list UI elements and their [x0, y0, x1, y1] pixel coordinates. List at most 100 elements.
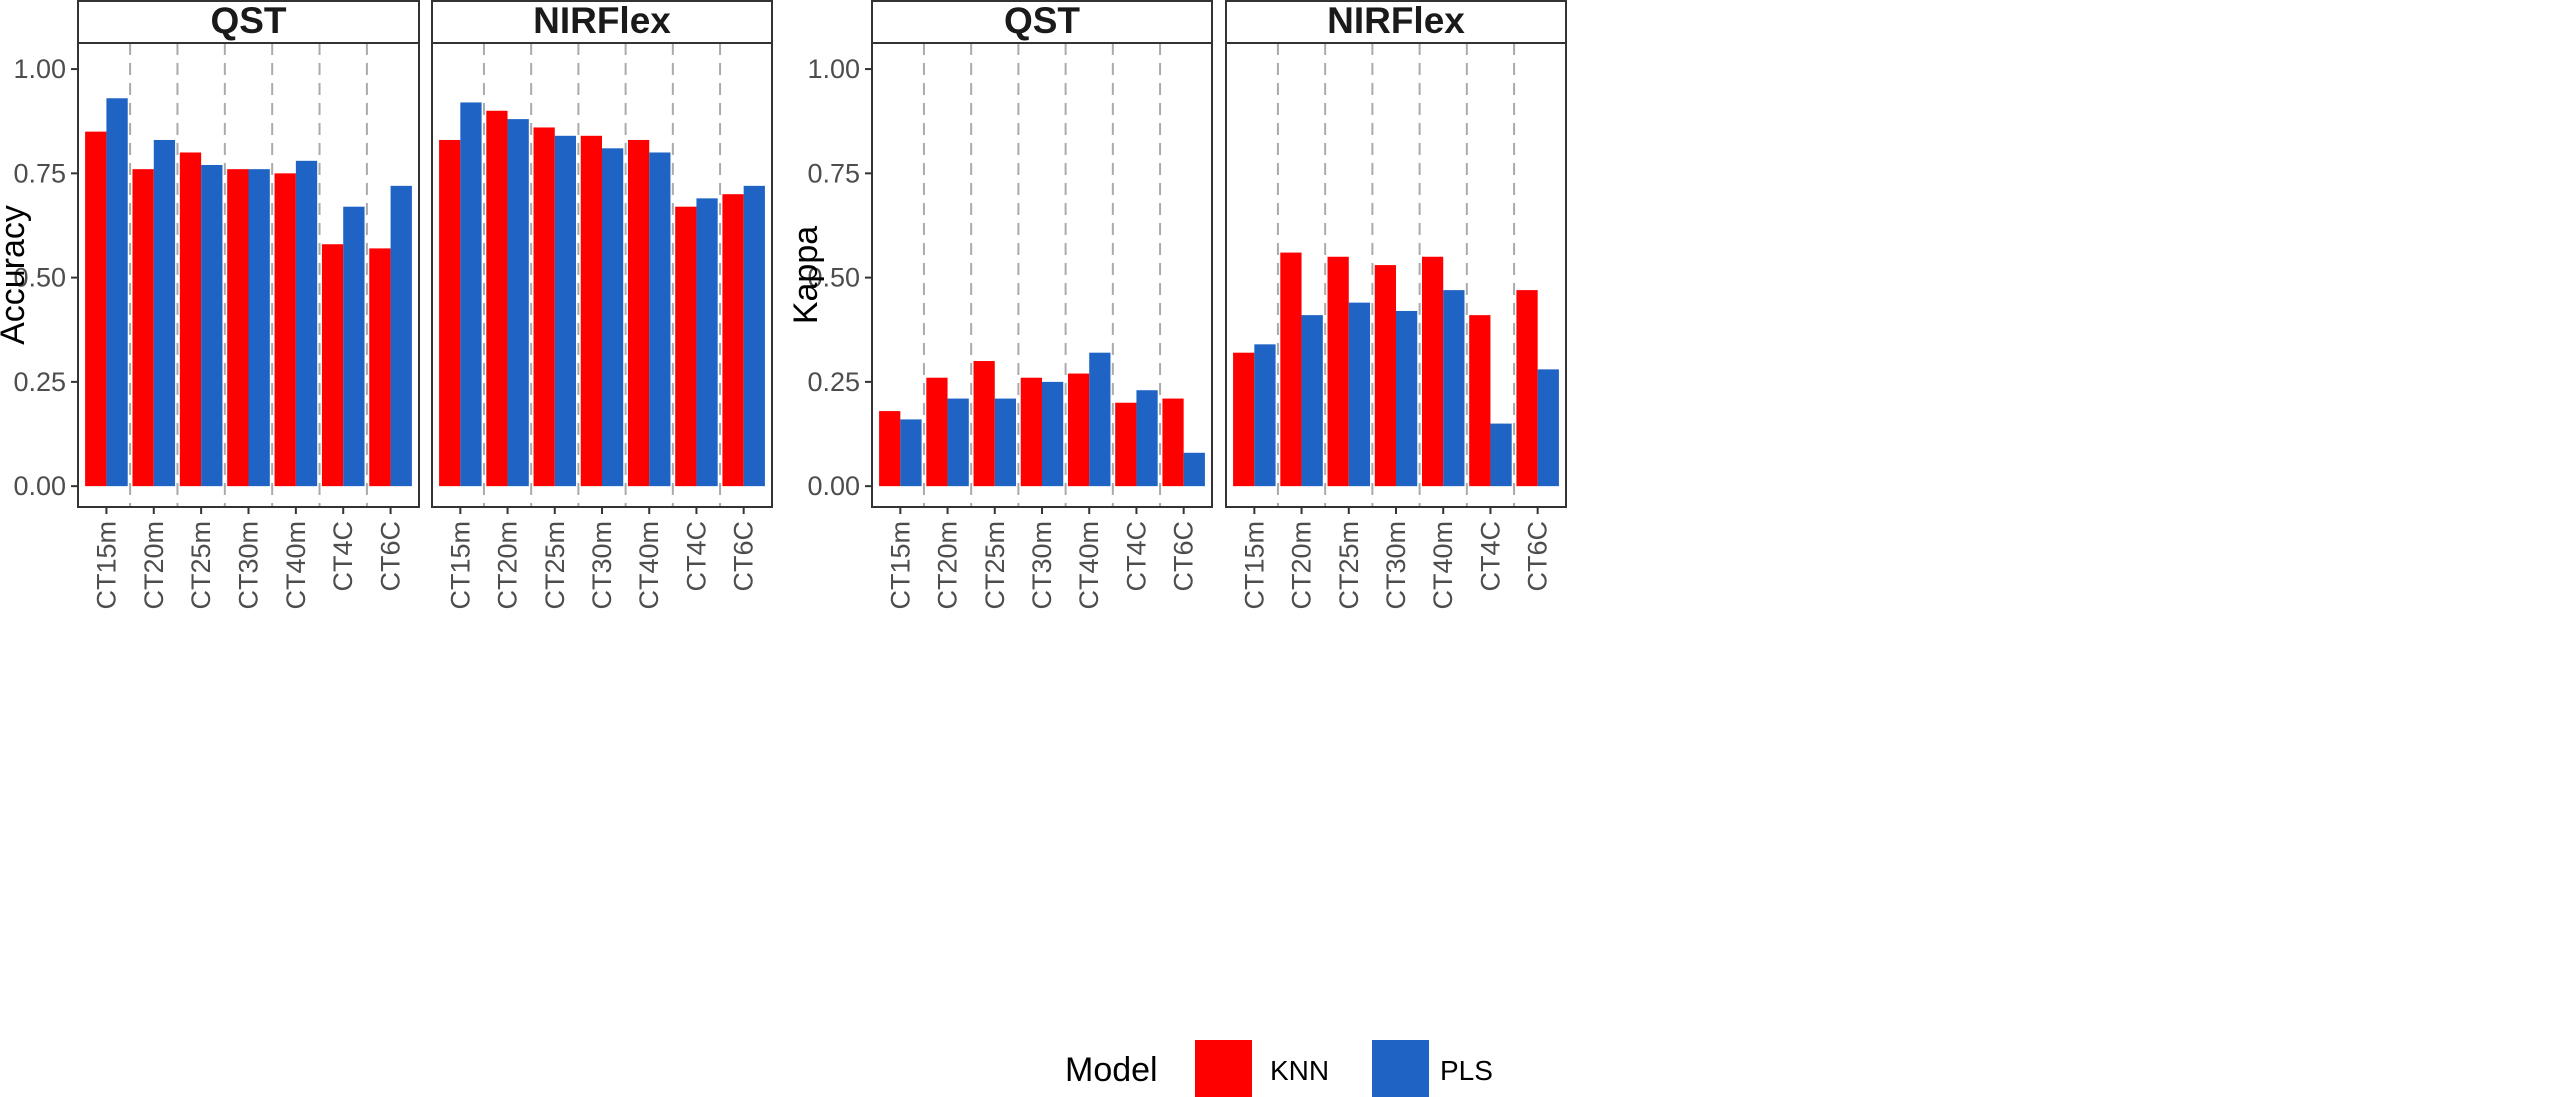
- bar-pls-ct4c: [1490, 423, 1512, 487]
- bar-knn-ct40m: [1067, 373, 1090, 487]
- y-axis-title: Kappa: [787, 226, 825, 324]
- bar-knn-ct6c: [1516, 290, 1538, 487]
- x-tick-label: CT40m: [1074, 521, 1104, 610]
- x-tick-label: CT20m: [933, 521, 963, 610]
- bar-knn-ct15m: [439, 139, 461, 487]
- legend-key-pls: [1372, 1040, 1429, 1097]
- x-tick-label: CT30m: [1027, 521, 1057, 610]
- x-tick-label: CT15m: [885, 521, 915, 610]
- bar-pls-ct40m: [1089, 352, 1111, 487]
- bar-knn-ct40m: [627, 139, 650, 487]
- facet-title: NIRFlex: [1327, 0, 1465, 41]
- bar-knn-ct15m: [1233, 352, 1255, 487]
- bar-knn-ct30m: [227, 169, 249, 487]
- facet-panel-qst: QST CT15m CT20m CT25m CT30m CT40m CT4C CT6C: [871, 0, 1213, 610]
- bar-knn-ct30m: [1020, 377, 1042, 487]
- legend-label-knn: KNN: [1270, 1055, 1329, 1086]
- bar-pls-ct6c: [743, 185, 765, 487]
- bar-pls-ct25m: [994, 398, 1017, 487]
- bar-knn-ct25m: [533, 127, 555, 487]
- bar-knn-ct20m: [132, 169, 154, 487]
- bar-pls-ct30m: [1042, 381, 1064, 487]
- bar-pls-ct15m: [460, 102, 482, 487]
- y-tick-label: 0.25: [13, 367, 66, 397]
- bar-knn-ct4c: [675, 206, 697, 487]
- bar-knn-ct6c: [1162, 398, 1184, 487]
- legend-title: Model: [1065, 1051, 1158, 1089]
- x-tick-label: CT40m: [634, 521, 664, 610]
- bar-pls-ct6c: [390, 185, 412, 487]
- bar-pls-ct40m: [1443, 290, 1465, 487]
- facet-panel-nirflex: NIRFlex CT15m CT20m CT25m CT30m CT40m CT4C CT6C: [431, 0, 773, 610]
- bar-pls-ct20m: [153, 139, 176, 487]
- x-tick-label: CT20m: [139, 521, 169, 610]
- facet-title: QST: [1004, 0, 1080, 41]
- bar-knn-ct40m: [274, 173, 296, 487]
- x-tick-label: CT25m: [1334, 521, 1364, 610]
- x-tick-label: CT6C: [376, 521, 406, 592]
- legend: Model KNN PLS: [1065, 1040, 1493, 1097]
- y-tick-label: 0.50: [807, 263, 860, 293]
- bar-knn-ct20m: [1280, 252, 1302, 487]
- x-tick-label: CT30m: [587, 521, 617, 610]
- bar-knn-ct30m: [580, 135, 602, 487]
- bar-knn-ct6c: [722, 194, 744, 487]
- bar-pls-ct30m: [602, 148, 624, 487]
- bar-pls-ct25m: [1348, 302, 1371, 487]
- y-tick-label: 1.00: [807, 54, 860, 84]
- x-tick-label: CT40m: [1428, 521, 1458, 610]
- x-tick-label: CT25m: [540, 521, 570, 610]
- legend-key-knn: [1195, 1040, 1252, 1097]
- bar-pls-ct4c: [1136, 390, 1158, 487]
- bar-pls-ct30m: [248, 169, 270, 487]
- y-axis-1: 0.00 0.25 0.50 0.75 1.00: [13, 54, 78, 501]
- bar-pls-ct40m: [649, 152, 671, 487]
- facet-strip: [1225, 0, 1567, 44]
- bar-pls-ct15m: [106, 98, 128, 487]
- x-tick-label: CT6C: [1169, 521, 1199, 592]
- bar-knn-ct4c: [321, 244, 344, 487]
- x-tick-label: CT4C: [1475, 521, 1505, 592]
- bar-pls-ct6c: [1183, 452, 1205, 487]
- facet-title: NIRFlex: [533, 0, 671, 41]
- x-tick-label: CT4C: [328, 521, 358, 592]
- facet-strip: [77, 0, 420, 44]
- x-tick-label: CT30m: [234, 521, 264, 610]
- x-tick-label: CT6C: [1523, 521, 1553, 592]
- bar-pls-ct25m: [201, 164, 223, 487]
- bar-pls-ct4c: [696, 198, 718, 487]
- x-tick-label: CT4C: [1121, 521, 1151, 592]
- facet-panel-nirflex: NIRFlex CT15m CT20m CT25m CT30m CT40m CT4C CT6C: [1225, 0, 1567, 610]
- bar-pls-ct20m: [507, 119, 529, 487]
- x-tick-label: CT6C: [729, 521, 759, 592]
- bar-knn-ct20m: [486, 110, 508, 487]
- x-tick-label: CT40m: [281, 521, 311, 610]
- y-tick-label: 0.50: [13, 263, 66, 293]
- bar-knn-ct15m: [85, 131, 107, 487]
- legend-label-pls: PLS: [1440, 1055, 1493, 1086]
- bar-pls-ct4c: [343, 206, 365, 487]
- bar-knn-ct15m: [879, 411, 901, 487]
- bar-knn-ct4c: [1469, 315, 1491, 487]
- bar-knn-ct25m: [179, 152, 202, 487]
- y-tick-label: 1.00: [13, 54, 66, 84]
- facet-panel-qst: QST CT15m CT20m CT25m CT30m CT40m CT4C CT6C: [77, 0, 420, 610]
- y-tick-label: 0.75: [13, 158, 66, 188]
- bar-knn-ct6c: [369, 248, 391, 487]
- y-tick-label: 0.00: [807, 471, 860, 501]
- x-tick-label: CT15m: [1239, 521, 1269, 610]
- bar-knn-ct25m: [973, 361, 995, 487]
- bar-knn-ct20m: [926, 377, 948, 487]
- y-tick-label: 0.25: [807, 367, 860, 397]
- bar-pls-ct20m: [1301, 315, 1323, 487]
- x-tick-label: CT25m: [186, 521, 216, 610]
- x-tick-label: CT20m: [493, 521, 523, 610]
- x-tick-label: CT4C: [681, 521, 711, 592]
- x-tick-label: CT20m: [1287, 521, 1317, 610]
- bar-knn-ct30m: [1374, 265, 1396, 487]
- x-tick-label: CT30m: [1381, 521, 1411, 610]
- y-axis-2: 0.00 0.25 0.50 0.75 1.00: [807, 54, 872, 501]
- bar-pls-ct15m: [1254, 344, 1276, 487]
- facet-strip: [871, 0, 1213, 44]
